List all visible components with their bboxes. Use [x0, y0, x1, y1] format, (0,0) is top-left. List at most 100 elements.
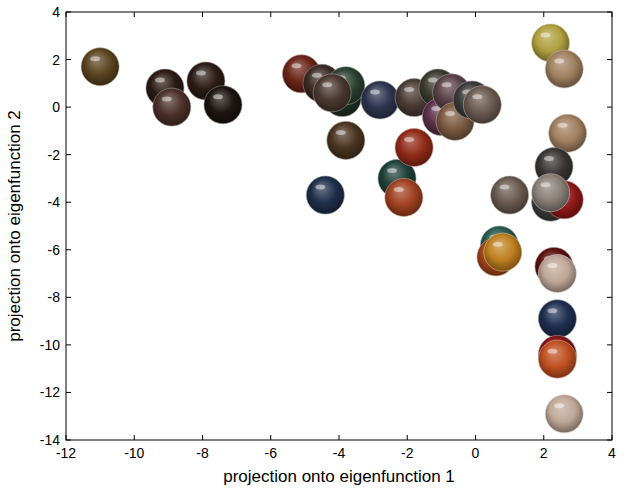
sphere-point [395, 129, 433, 167]
x-tick [134, 435, 135, 440]
sphere-highlight [90, 56, 100, 61]
sphere-point [385, 178, 423, 216]
y-tick [66, 107, 71, 108]
y-tick [66, 440, 71, 441]
sphere-highlight [547, 263, 557, 268]
x-tick-label: 2 [540, 445, 548, 461]
sphere-highlight [547, 349, 557, 354]
sphere-highlight [541, 182, 551, 187]
sphere-point [81, 48, 119, 86]
sphere-point [306, 176, 344, 214]
sphere-point [327, 121, 365, 159]
chart: -12-10-8-6-4-2024-14-12-10-8-6-4-2024pro… [0, 0, 628, 492]
x-tick [612, 435, 613, 440]
y-tick [66, 392, 71, 393]
sphere-point [153, 88, 191, 126]
sphere-highlight [213, 94, 223, 99]
x-tick-label: -6 [265, 445, 278, 461]
x-tick [407, 12, 408, 17]
sphere-point [532, 174, 570, 212]
sphere-highlight [442, 82, 452, 87]
sphere-point [361, 81, 399, 119]
y-tick-label: 0 [52, 99, 60, 115]
y-tick-label: -12 [40, 384, 60, 400]
sphere-highlight [312, 73, 322, 78]
y-tick [607, 59, 612, 60]
sphere-highlight [291, 63, 301, 68]
x-tick [543, 12, 544, 17]
sphere-highlight [544, 156, 554, 161]
y-tick-label: -10 [40, 337, 60, 353]
sphere-point [549, 114, 587, 152]
x-tick-label: -4 [333, 445, 346, 461]
y-tick-label: -4 [48, 194, 61, 210]
x-tick [270, 435, 271, 440]
y-tick-label: -14 [40, 432, 60, 448]
x-tick-label: -8 [196, 445, 209, 461]
x-tick [543, 435, 544, 440]
plot-frame [66, 12, 612, 440]
x-tick-label: -10 [124, 445, 144, 461]
x-tick [407, 435, 408, 440]
sphere-highlight [558, 123, 568, 128]
x-tick [66, 435, 67, 440]
sphere-highlight [445, 111, 455, 116]
sphere-highlight [500, 185, 510, 190]
x-tick [66, 12, 67, 17]
sphere-highlight [370, 89, 380, 94]
y-tick [66, 344, 71, 345]
sphere-point [538, 300, 576, 338]
sphere-highlight [315, 185, 325, 190]
x-tick [612, 12, 613, 17]
sphere-highlight [472, 94, 482, 99]
sphere-point [545, 50, 583, 88]
y-tick-label: 4 [52, 4, 60, 20]
sphere-highlight [196, 70, 206, 75]
y-tick [607, 297, 612, 298]
x-tick-label: 0 [472, 445, 480, 461]
y-axis-title: projection onto eigenfunction 2 [5, 110, 24, 342]
x-tick [270, 12, 271, 17]
sphere-point [463, 86, 501, 124]
y-tick [607, 249, 612, 250]
x-tick [202, 435, 203, 440]
y-tick [607, 12, 612, 13]
y-tick-label: -8 [48, 289, 61, 305]
sphere-point [313, 74, 351, 112]
sphere-highlight [554, 403, 564, 408]
sphere-highlight [162, 97, 172, 102]
y-tick [66, 59, 71, 60]
x-tick-label: -2 [401, 445, 414, 461]
y-tick [607, 344, 612, 345]
y-tick [66, 249, 71, 250]
y-tick [66, 202, 71, 203]
sphere-highlight [336, 130, 346, 135]
x-axis-title: projection onto eigenfunction 1 [223, 467, 455, 486]
sphere-point [545, 395, 583, 433]
y-tick [607, 107, 612, 108]
y-tick [607, 202, 612, 203]
y-tick [66, 154, 71, 155]
x-tick [134, 12, 135, 17]
x-tick-label: 4 [608, 445, 616, 461]
y-tick [66, 12, 71, 13]
sphere-point [538, 340, 576, 378]
sphere-highlight [404, 87, 414, 92]
x-tick [202, 12, 203, 17]
sphere-highlight [493, 242, 503, 247]
y-tick-label: -6 [48, 242, 61, 258]
sphere-highlight [387, 168, 397, 173]
sphere-point [204, 86, 242, 124]
y-tick [607, 392, 612, 393]
sphere-highlight [554, 59, 564, 64]
y-tick-label: -2 [48, 147, 61, 163]
y-tick-label: 2 [52, 52, 60, 68]
points [81, 24, 587, 433]
y-tick [66, 297, 71, 298]
sphere-highlight [155, 78, 165, 83]
sphere-highlight [547, 308, 557, 313]
x-tick [339, 12, 340, 17]
sphere-highlight [394, 187, 404, 192]
x-tick [475, 435, 476, 440]
x-tick [339, 435, 340, 440]
